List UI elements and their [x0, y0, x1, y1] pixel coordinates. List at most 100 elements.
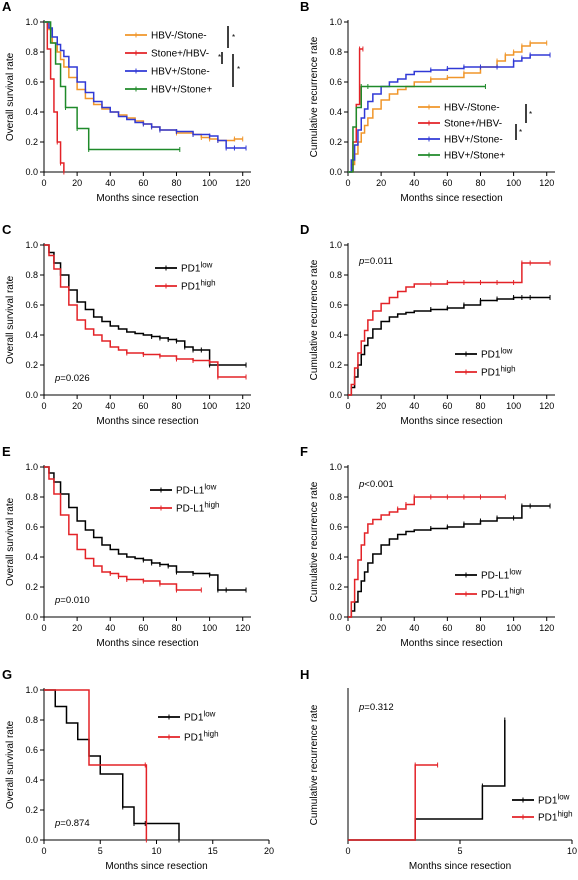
x-tick-label: 0 [345, 623, 350, 633]
legend-entry-h-0: PD1low [538, 793, 570, 807]
y-tick-label: 0.8 [25, 270, 38, 280]
y-tick-label: 0.8 [25, 715, 38, 725]
x-tick-label: 10 [567, 846, 577, 856]
panel-letter-f: F [300, 444, 308, 459]
legend-entry-a-2: HBV+/Stone- [151, 67, 210, 78]
x-tick-label: 100 [506, 178, 521, 188]
x-tick-label: 80 [171, 623, 181, 633]
y-tick-label: 0.2 [25, 137, 38, 147]
x-tick-label: 60 [138, 623, 148, 633]
legend-entry-g-0: PD1low [184, 710, 216, 724]
legend-entry-a-3: HBV+/Stone+ [151, 85, 212, 96]
panel-c: C 0.0 0.2 0.4 0.6 0.8 1.0 0 20 40 60 80 100 120 Months… [2, 222, 251, 427]
y-axis-title: Overall survival rate [5, 720, 16, 809]
x-tick-label: 100 [202, 178, 217, 188]
x-tick-label: 0 [345, 401, 350, 411]
series-line-h-0 [348, 720, 506, 841]
y-tick-label: 0.6 [329, 522, 342, 532]
x-axis-title: Months since resection [409, 861, 511, 872]
series-line-b-2 [348, 54, 551, 173]
p-value-e: p=0.010 [54, 595, 90, 606]
x-tick-label: 120 [235, 401, 250, 411]
y-tick-label: 1.0 [25, 240, 38, 250]
x-axis-title: Months since resection [96, 638, 198, 649]
panel-e: E 0.0 0.2 0.4 0.6 0.8 1.0 0 20 40 60 80 100 120 Months… [2, 444, 251, 649]
legend-entry-h-1: PD1high [538, 810, 573, 824]
y-tick-label: 0.2 [25, 360, 38, 370]
y-tick-label: 0.6 [25, 522, 38, 532]
x-tick-label: 120 [539, 178, 554, 188]
y-tick-label: 0.6 [329, 300, 342, 310]
x-tick-label: 100 [506, 623, 521, 633]
legend-entry-f-0: PD-L1low [481, 568, 522, 582]
x-tick-label: 5 [457, 846, 462, 856]
y-tick-label: 0.8 [329, 270, 342, 280]
panel-letter-b: B [300, 0, 309, 14]
y-tick-label: 0.6 [25, 77, 38, 87]
x-axis-title: Months since resection [400, 193, 502, 204]
x-axis-title: Months since resection [400, 638, 502, 649]
legend-entry-d-1: PD1high [481, 365, 516, 379]
panel-letter-g: G [2, 667, 12, 682]
x-axis-title: Months since resection [105, 861, 207, 872]
x-tick-label: 0 [41, 178, 46, 188]
x-tick-label: 80 [171, 178, 181, 188]
x-tick-label: 40 [409, 623, 419, 633]
legend-entry-e-0: PD-L1low [176, 483, 217, 497]
series-line-c-1 [44, 244, 247, 378]
x-axis-title: Months since resection [96, 416, 198, 427]
panel-letter-e: E [2, 444, 11, 459]
y-tick-label: 0.2 [25, 582, 38, 592]
x-tick-label: 80 [475, 178, 485, 188]
legend-entry-a-1: Stone+/HBV- [151, 49, 209, 60]
x-tick-label: 100 [202, 401, 217, 411]
legend-entry-c-1: PD1high [181, 279, 216, 293]
x-tick-label: 120 [539, 401, 554, 411]
y-tick-label: 1.0 [329, 462, 342, 472]
x-tick-label: 20 [72, 401, 82, 411]
y-tick-label: 1.0 [25, 462, 38, 472]
x-tick-label: 5 [98, 846, 103, 856]
x-tick-label: 20 [376, 178, 386, 188]
y-tick-label: 0.0 [25, 167, 38, 177]
x-tick-label: 60 [138, 178, 148, 188]
y-tick-label: 0.6 [329, 77, 342, 87]
x-tick-label: 120 [235, 178, 250, 188]
x-tick-label: 40 [105, 178, 115, 188]
y-axis-title: Cumulative recurrence rate [309, 259, 320, 380]
y-tick-label: 0.4 [25, 107, 38, 117]
y-tick-label: 0.6 [25, 300, 38, 310]
x-tick-label: 80 [171, 401, 181, 411]
y-tick-label: 0.0 [25, 612, 38, 622]
panel-h: H 0 5 10 Months since resection Cumulative re… [300, 667, 577, 872]
series-line-f-0 [348, 505, 551, 618]
x-tick-label: 0 [41, 623, 46, 633]
legend-entry-b-0: HBV-/Stone- [444, 103, 500, 114]
x-tick-label: 40 [105, 623, 115, 633]
series-line-d-1 [348, 262, 551, 396]
y-tick-label: 0.8 [25, 492, 38, 502]
legend-entry-b-1: Stone+/HBV- [444, 119, 502, 130]
y-tick-label: 0.2 [329, 137, 342, 147]
p-value-f: p<0.001 [358, 479, 394, 490]
y-tick-label: 0.8 [329, 47, 342, 57]
legend-entry-g-1: PD1high [184, 730, 219, 744]
legend-entry-a-0: HBV-/Stone- [151, 31, 207, 42]
x-tick-label: 40 [105, 401, 115, 411]
panel-g: G 0.0 0.2 0.4 0.6 0.8 1.0 0 5 10 15 20 Months since … [2, 667, 274, 872]
legend-entry-d-0: PD1low [481, 347, 513, 361]
y-axis-title: Cumulative recurrence rate [309, 481, 320, 602]
panel-f: F 0.0 0.2 0.4 0.6 0.8 1.0 0 20 40 60 80 100 120 Months… [300, 444, 555, 649]
y-tick-label: 1.0 [329, 17, 342, 27]
p-value-g: p=0.874 [54, 818, 90, 829]
panel-letter-a: A [2, 0, 12, 14]
series-line-b-3 [348, 85, 486, 173]
p-value-c: p=0.026 [54, 373, 90, 384]
y-axis-title: Cumulative recurrence rate [309, 36, 320, 157]
y-tick-label: 0.0 [329, 390, 342, 400]
legend-entry-e-1: PD-L1high [176, 501, 219, 515]
x-tick-label: 120 [539, 623, 554, 633]
y-tick-label: 0.4 [25, 775, 38, 785]
legend-entry-b-3: HBV+/Stone+ [444, 151, 505, 162]
